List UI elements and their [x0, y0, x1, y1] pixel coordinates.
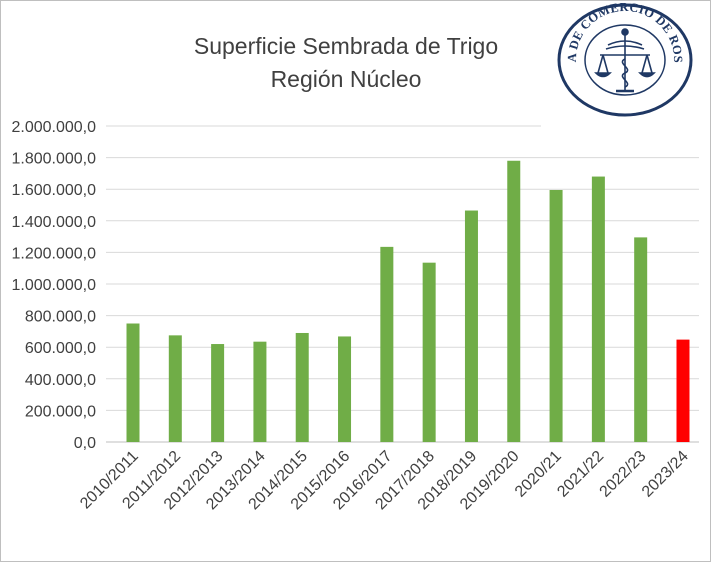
bar [295, 332, 309, 442]
bar [549, 189, 563, 442]
y-tick-label: 1.600.000,0 [11, 182, 96, 199]
bar [168, 335, 182, 442]
bar [634, 237, 648, 442]
y-tick-label: 0,0 [74, 435, 96, 452]
y-tick-label: 1.800.000,0 [11, 151, 96, 168]
y-tick-label: 800.000,0 [25, 309, 96, 326]
x-tick-label: 2023/24 [639, 448, 692, 501]
scales-caduceus-emblem [594, 28, 656, 93]
bar [211, 344, 225, 442]
bar [380, 246, 394, 442]
bar [338, 336, 352, 442]
y-tick-label: 1.400.000,0 [11, 214, 96, 231]
y-tick-label: 2.000.000,0 [11, 119, 96, 136]
bar [507, 160, 521, 442]
chart-title-line-1: Superficie Sembrada de Trigo [193, 33, 499, 59]
bar [253, 341, 267, 442]
bar [126, 323, 140, 442]
bar [676, 339, 690, 442]
y-tick-label: 1.200.000,0 [11, 245, 96, 262]
bar [464, 210, 478, 442]
bolsa-de-comercio-logo: BOLSA DE COMERCIO DE ROSARIO [556, 3, 693, 117]
y-tick-label: 1.000.000,0 [11, 277, 96, 294]
bar [591, 176, 605, 442]
y-tick-label: 200.000,0 [25, 403, 96, 420]
chart-title-line-2: Región Núcleo [270, 66, 422, 92]
y-tick-label: 600.000,0 [25, 340, 96, 357]
y-tick-label: 400.000,0 [25, 372, 96, 389]
bar [422, 262, 436, 442]
